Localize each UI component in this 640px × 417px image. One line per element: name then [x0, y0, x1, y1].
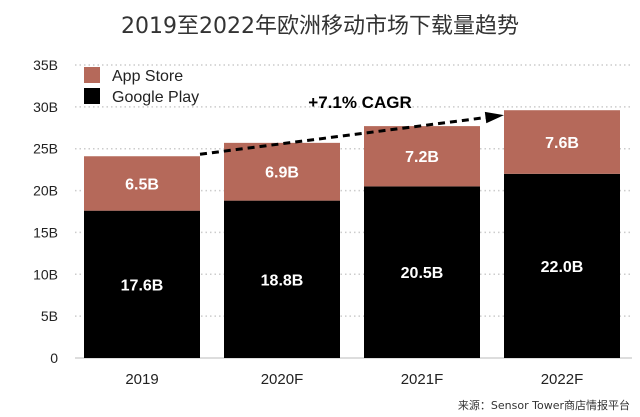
y-tick-label: 15B — [33, 224, 58, 240]
legend-swatch — [84, 67, 100, 83]
x-tick-label: 2021F — [401, 371, 444, 388]
bar-google-play — [504, 173, 620, 358]
bar-app-store — [364, 126, 480, 187]
data-label: 20.5B — [401, 265, 444, 282]
data-label: 7.6B — [545, 135, 579, 152]
source-note: 来源：Sensor Tower商店情报平台 — [457, 399, 630, 412]
bar-app-store — [224, 142, 340, 201]
x-tick-label: 2019 — [125, 371, 158, 388]
bar-google-play — [84, 210, 200, 358]
y-tick-label: 35B — [33, 57, 58, 73]
y-tick-label: 25B — [33, 141, 58, 157]
legend-label: Google Play — [112, 89, 199, 106]
bar-app-store — [504, 110, 620, 174]
data-label: 6.5B — [125, 176, 159, 193]
y-tick-label: 5B — [41, 308, 58, 324]
bar-google-play — [224, 200, 340, 358]
legend-label: App Store — [112, 68, 183, 85]
data-label: 22.0B — [541, 259, 584, 276]
y-tick-label: 30B — [33, 99, 58, 115]
cagr-annotation: +7.1% CAGR — [308, 93, 411, 112]
data-label: 7.2B — [405, 149, 439, 166]
y-tick-label: 20B — [33, 183, 58, 199]
data-label: 17.6B — [121, 277, 164, 294]
y-tick-label: 0 — [50, 350, 58, 366]
data-label: 6.9B — [265, 165, 299, 182]
x-tick-label: 2022F — [541, 371, 584, 388]
data-label: 18.8B — [261, 272, 304, 289]
x-tick-label: 2020F — [261, 371, 304, 388]
bar-app-store — [84, 156, 200, 211]
cagr-arrow-line — [199, 114, 497, 156]
bar-google-play — [364, 186, 480, 358]
legend-swatch — [84, 88, 100, 104]
cagr-arrow-head — [484, 111, 504, 124]
chart-title: 2019至2022年欧洲移动市场下载量趋势 — [121, 14, 519, 39]
y-tick-label: 10B — [33, 266, 58, 282]
